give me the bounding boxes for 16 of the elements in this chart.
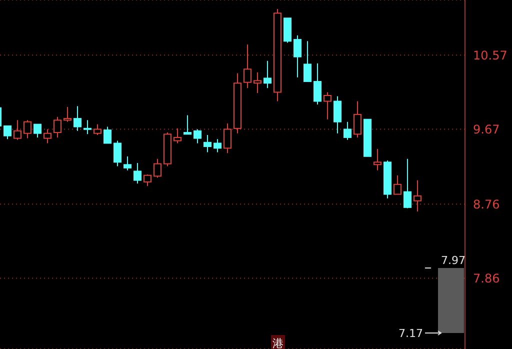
candlestick bbox=[414, 180, 422, 212]
candlestick bbox=[264, 60, 272, 89]
annotation: 7.17 bbox=[398, 327, 423, 340]
candlestick bbox=[324, 92, 332, 120]
y-tick-label: 10.57 bbox=[473, 48, 508, 62]
candlestick bbox=[354, 100, 362, 138]
y-tick-label: 9.67 bbox=[473, 122, 500, 136]
candlestick bbox=[254, 72, 262, 94]
candlestick bbox=[234, 72, 242, 134]
annotation: 港 bbox=[272, 337, 284, 349]
text: 7.97 bbox=[441, 254, 466, 267]
candlestick bbox=[314, 62, 322, 106]
y-tick-label: 8.76 bbox=[473, 197, 500, 212]
candlestick bbox=[374, 148, 382, 171]
candlestick bbox=[204, 134, 212, 153]
y-tick-label: 7.86 bbox=[473, 271, 500, 286]
